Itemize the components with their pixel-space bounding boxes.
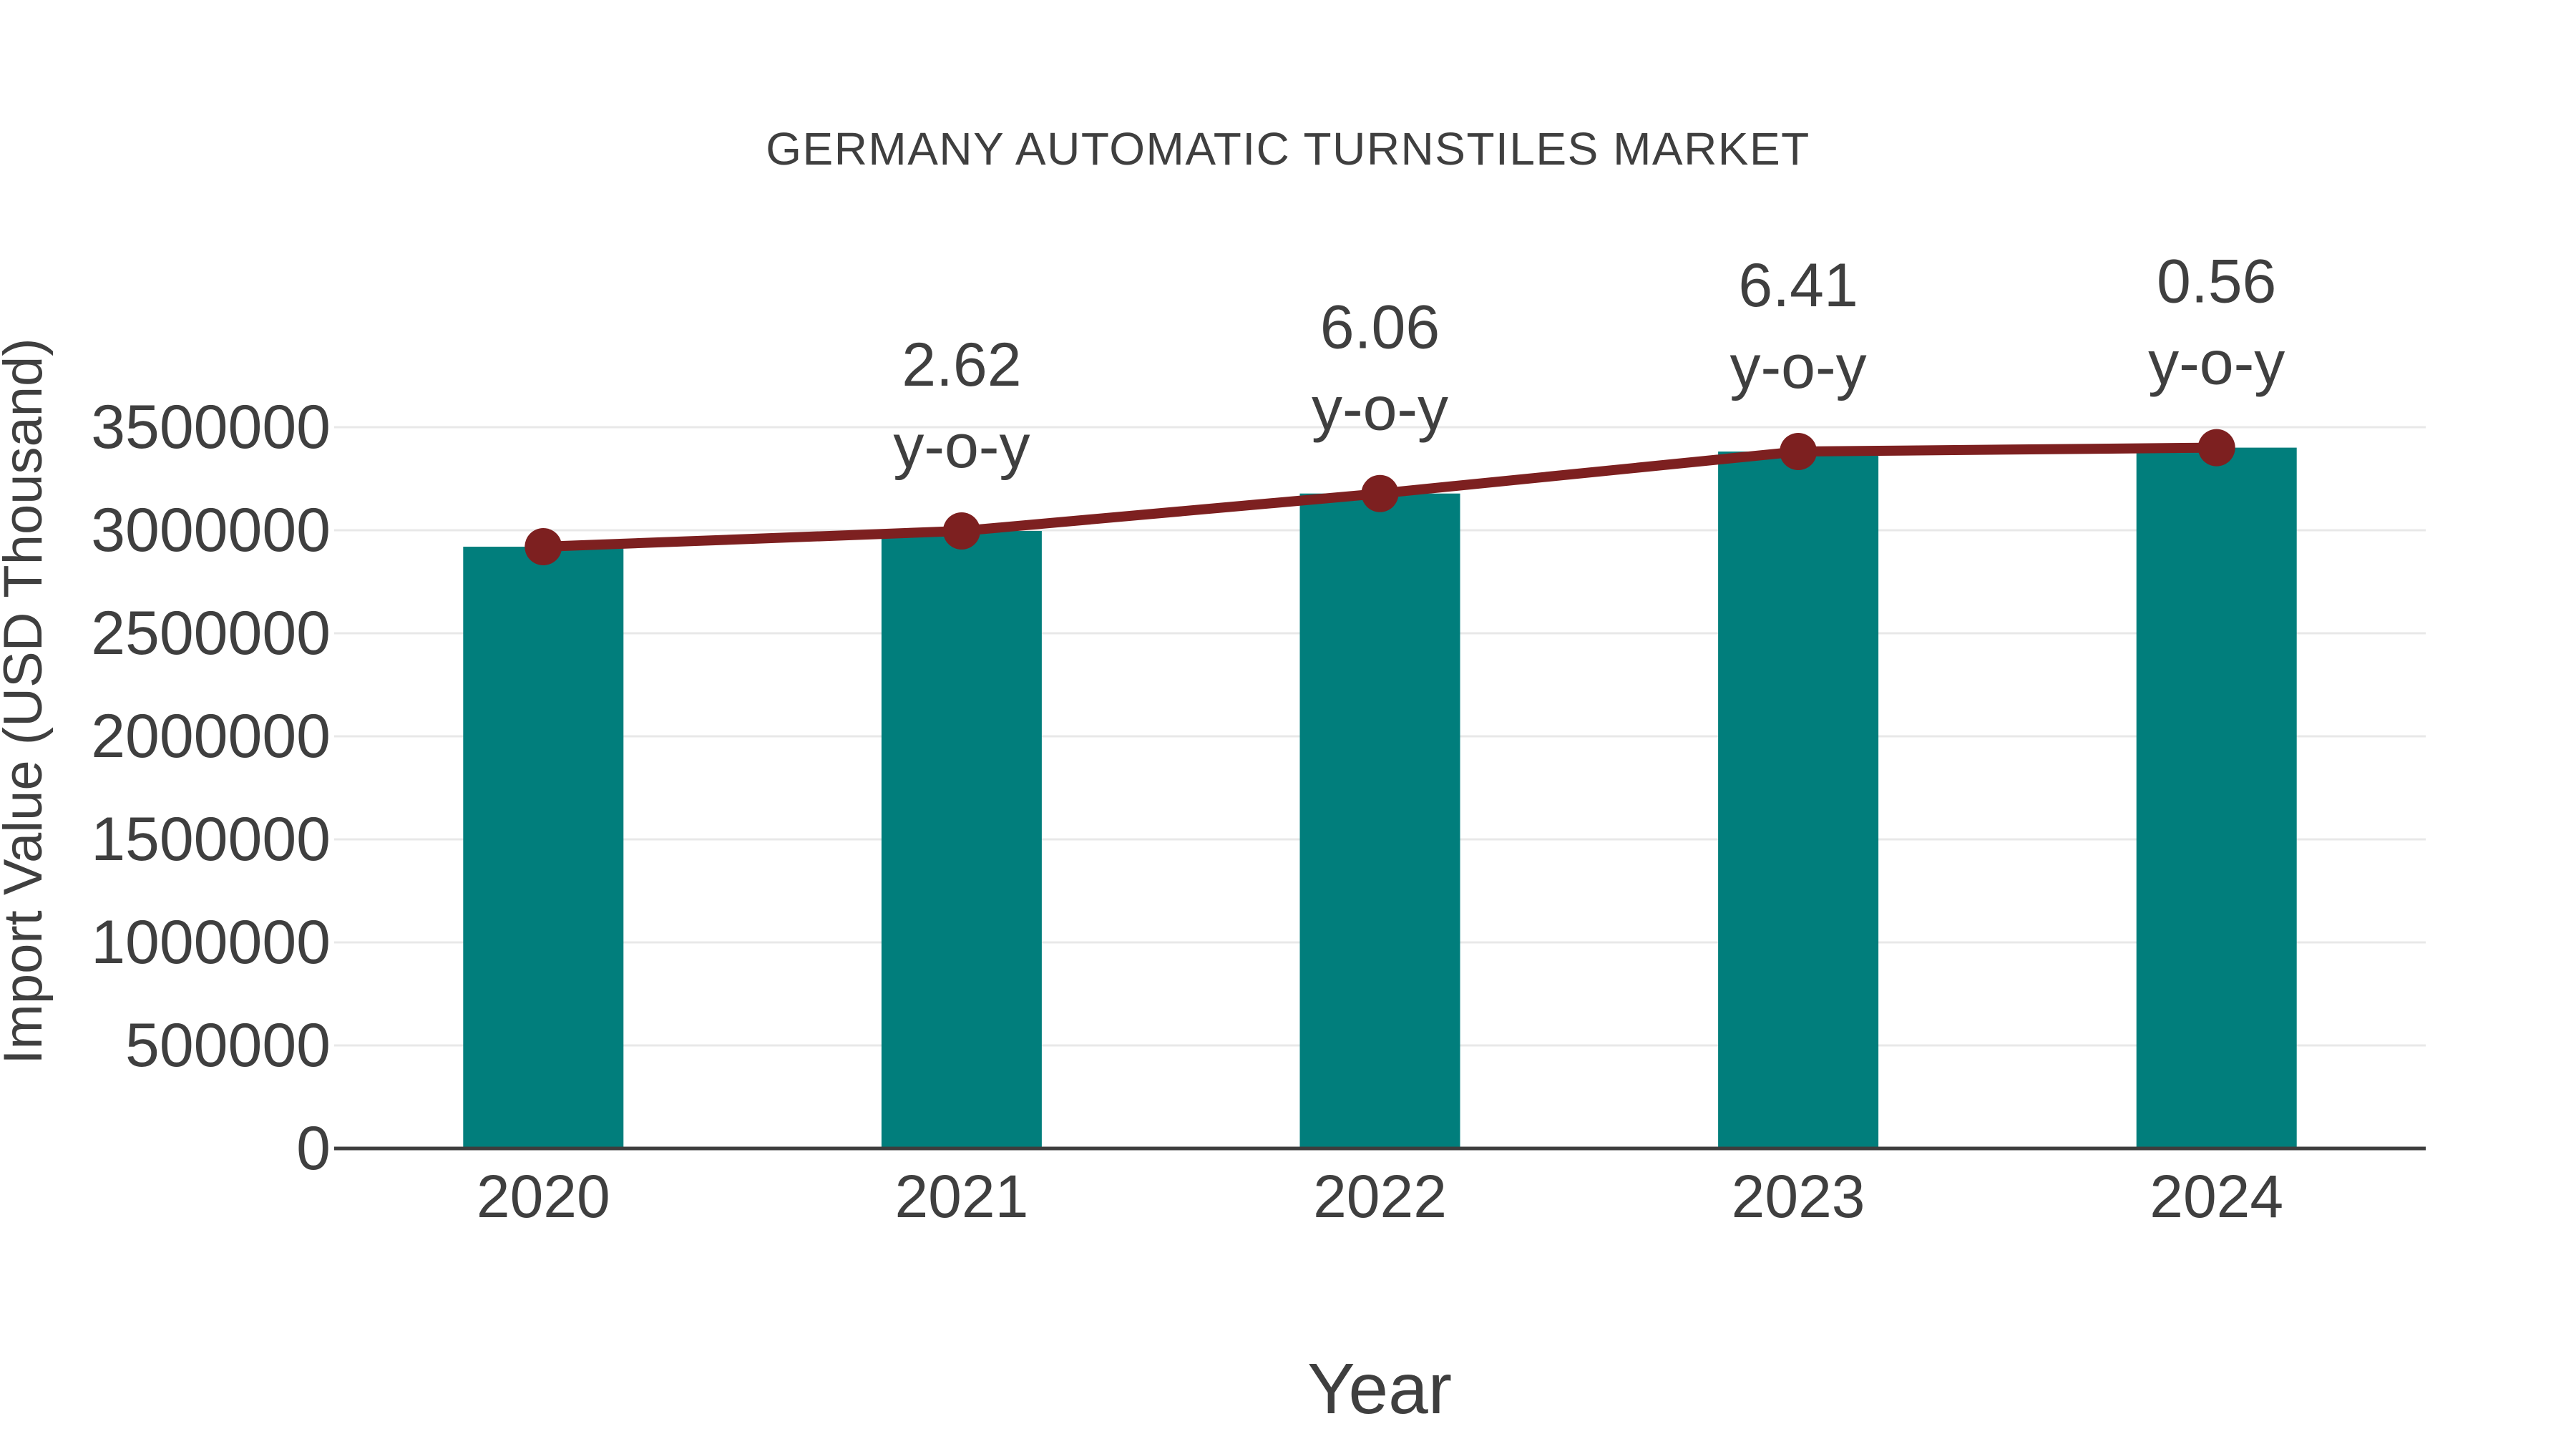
bar-2022 xyxy=(1299,493,1460,1148)
point-label-suffix-2024: y-o-y xyxy=(2148,329,2285,398)
y-tick-labels: 0 500000 1000000 1500000 2000000 2500000 30000… xyxy=(91,393,331,1183)
bar-2020 xyxy=(463,547,624,1148)
y-tick-label-2000000: 2000000 xyxy=(91,702,331,771)
x-tick-label-2020: 2020 xyxy=(477,1163,610,1230)
point-label-suffix-2021: y-o-y xyxy=(893,412,1030,481)
point-label-value-2024: 0.56 xyxy=(2157,248,2276,316)
point-label-suffix-2022: y-o-y xyxy=(1312,375,1448,444)
x-tick-label-2023: 2023 xyxy=(1732,1163,1865,1230)
x-axis-title: Year xyxy=(1307,1349,1452,1429)
y-axis-title: Import Value (USD Thousand) xyxy=(0,338,54,1064)
trend-marker-2024 xyxy=(2197,429,2235,467)
point-label-suffix-2023: y-o-y xyxy=(1730,333,1867,401)
bar-2021 xyxy=(881,531,1042,1148)
trend-marker-2022 xyxy=(1361,474,1399,512)
bar-2023 xyxy=(1718,452,1879,1148)
y-tick-label-0: 0 xyxy=(296,1114,331,1183)
x-tick-label-2021: 2021 xyxy=(894,1163,1028,1230)
point-label-value-2022: 6.06 xyxy=(1320,293,1440,362)
y-tick-label-1000000: 1000000 xyxy=(91,908,331,977)
y-tick-label-2500000: 2500000 xyxy=(91,599,331,668)
y-tick-label-500000: 500000 xyxy=(125,1011,331,1080)
point-labels: 2.62 y-o-y 6.06 y-o-y 6.41 y-o-y 0.56 y-o-y xyxy=(893,248,2285,481)
x-tick-label-2024: 2024 xyxy=(2150,1163,2283,1230)
y-tick-label-3500000: 3500000 xyxy=(91,393,331,462)
bars xyxy=(463,447,2297,1148)
chart-title: GERMANY AUTOMATIC TURNSTILES MARKET xyxy=(766,123,1810,175)
x-tick-labels: 2020 2021 2022 2023 2024 xyxy=(477,1163,2283,1230)
y-tick-label-3000000: 3000000 xyxy=(91,496,331,565)
x-tick-label-2022: 2022 xyxy=(1313,1163,1447,1230)
bar-2024 xyxy=(2136,447,2297,1148)
point-label-value-2023: 6.41 xyxy=(1738,251,1858,320)
point-label-value-2021: 2.62 xyxy=(902,331,1021,399)
trend-marker-2021 xyxy=(942,512,980,550)
y-tick-label-1500000: 1500000 xyxy=(91,805,331,874)
trend-marker-2020 xyxy=(525,528,562,566)
trend-marker-2023 xyxy=(1780,433,1818,471)
trend-markers xyxy=(525,429,2235,566)
